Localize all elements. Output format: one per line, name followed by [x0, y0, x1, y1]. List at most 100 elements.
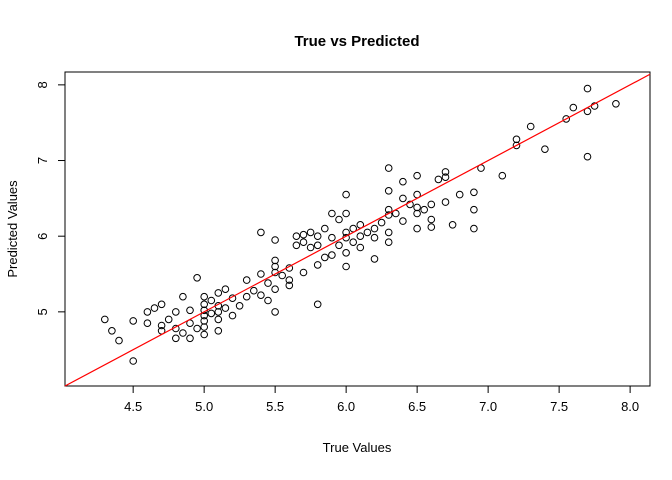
x-tick-label: 6.5 [408, 399, 426, 414]
data-point [313, 241, 322, 250]
data-point [129, 357, 137, 365]
data-point [321, 253, 329, 262]
data-point [526, 122, 535, 131]
data-point [313, 232, 322, 240]
data-point [356, 232, 365, 240]
x-tick-label: 7.0 [479, 399, 497, 414]
data-point [413, 224, 421, 233]
data-point [328, 209, 336, 218]
data-point [384, 187, 393, 195]
data-point [150, 304, 159, 312]
data-point [285, 276, 294, 284]
x-axis-label: True Values [323, 440, 392, 455]
data-point [242, 276, 251, 284]
data-point [370, 224, 379, 233]
data-point [285, 281, 294, 290]
data-point [257, 270, 265, 278]
identity-reference-line [64, 73, 651, 387]
data-point [235, 302, 244, 310]
data-point [214, 315, 223, 324]
data-point [193, 274, 201, 282]
data-point [143, 308, 152, 316]
data-point [342, 190, 350, 199]
data-point [271, 308, 279, 316]
data-point [313, 261, 322, 269]
data-point [399, 194, 407, 203]
data-point [377, 218, 386, 227]
data-point [264, 296, 272, 305]
data-point [313, 300, 322, 309]
data-point [271, 256, 279, 265]
y-axis-label: Predicted Values [5, 180, 20, 278]
x-tick-label: 5.5 [266, 399, 284, 414]
data-point [221, 285, 230, 294]
data-point [562, 115, 571, 123]
data-point [292, 232, 301, 240]
data-point [108, 327, 116, 335]
data-point [321, 224, 329, 233]
data-point [448, 221, 457, 229]
data-point [342, 209, 350, 218]
data-point [306, 243, 315, 252]
data-point [370, 255, 379, 263]
data-point [271, 236, 279, 244]
data-point [157, 300, 166, 309]
data-point [384, 238, 393, 246]
data-point [441, 173, 450, 181]
data-point [512, 141, 521, 150]
data-point [470, 205, 478, 214]
data-point [306, 228, 315, 237]
data-point [498, 171, 507, 180]
data-point [413, 203, 421, 212]
data-point [179, 292, 187, 301]
data-point [214, 289, 223, 297]
data-point [399, 217, 407, 225]
data-point [335, 215, 343, 224]
data-point [207, 309, 216, 318]
data-point [172, 334, 180, 343]
data-point [512, 135, 521, 144]
data-point [200, 292, 208, 301]
data-point [583, 152, 592, 161]
data-point [399, 177, 407, 186]
data-point [583, 84, 592, 93]
data-point [292, 241, 301, 250]
data-point [342, 249, 350, 257]
plot-area-border [64, 71, 651, 387]
data-point [470, 188, 478, 197]
data-point [349, 238, 358, 246]
data-point [271, 285, 279, 294]
y-tick-label: 7 [35, 157, 50, 164]
data-point [413, 171, 421, 180]
scatter-points [101, 84, 620, 365]
data-point [164, 315, 173, 324]
data-point [370, 233, 379, 242]
data-point [427, 223, 436, 231]
data-point [441, 198, 450, 206]
x-tick-label: 8.0 [621, 399, 639, 414]
data-point [228, 311, 237, 320]
data-point [207, 296, 216, 305]
data-point [186, 334, 194, 343]
data-point [384, 164, 393, 172]
data-point [257, 291, 265, 300]
y-tick-label: 6 [35, 233, 50, 240]
data-point [420, 205, 429, 214]
data-point [299, 238, 308, 246]
data-point [242, 292, 251, 301]
data-point [200, 317, 208, 325]
data-point [342, 262, 350, 271]
x-axis-ticks: 4.5 5.0 5.5 6.0 6.5 7.0 7.5 8.0 [124, 386, 639, 414]
data-point [250, 286, 258, 295]
data-point [541, 145, 549, 153]
y-tick-label: 5 [35, 308, 50, 315]
y-axis-ticks: 5 6 7 8 [35, 81, 65, 315]
data-point [221, 304, 230, 312]
x-tick-label: 6.0 [337, 399, 355, 414]
x-tick-label: 7.5 [550, 399, 568, 414]
data-point [115, 336, 123, 345]
y-tick-label: 8 [35, 81, 50, 88]
data-point [569, 103, 578, 112]
